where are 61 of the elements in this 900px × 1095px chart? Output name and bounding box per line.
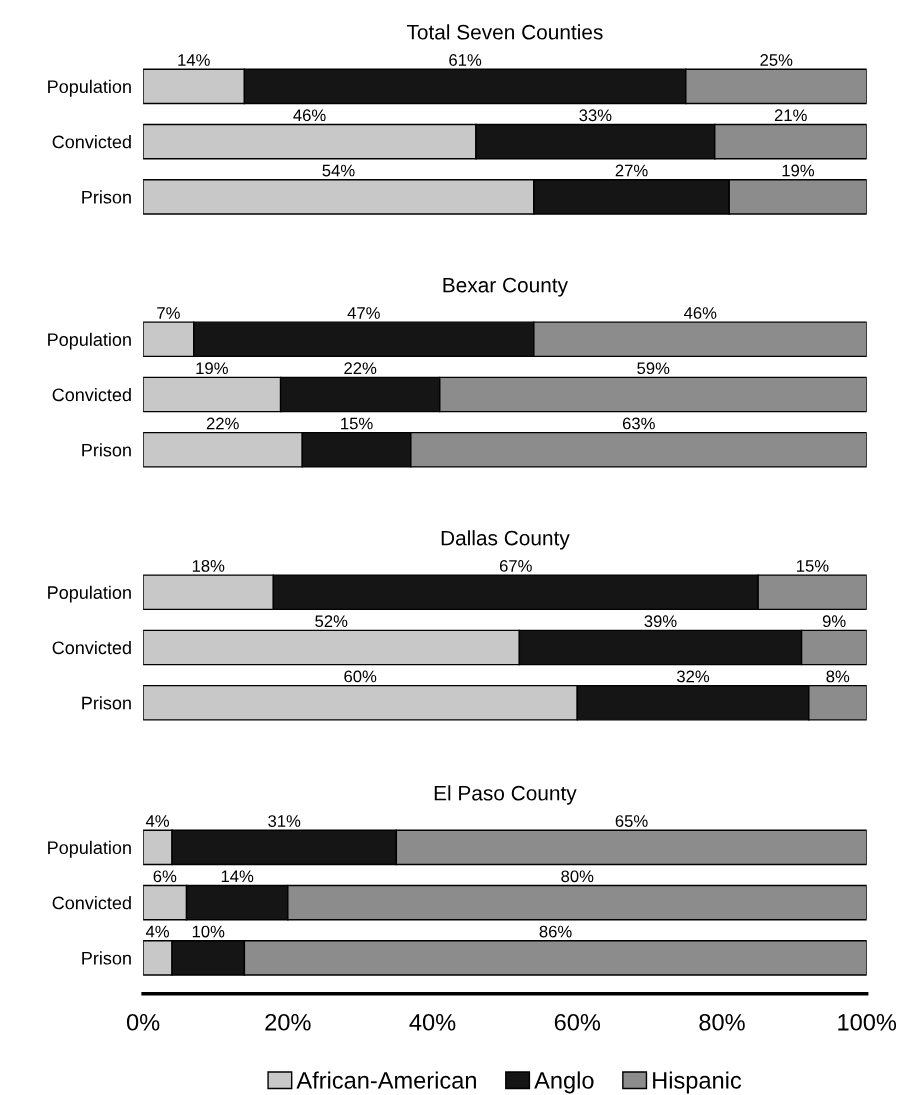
data-label: 59% <box>637 362 670 375</box>
y-tick-label: Population <box>48 585 131 603</box>
data-label: 21% <box>774 109 807 122</box>
data-label: 61% <box>449 54 482 66</box>
data-label: 19% <box>196 362 228 375</box>
data-label: 15% <box>797 560 829 572</box>
data-label: 31% <box>268 815 301 827</box>
legend-label: African-American <box>296 1071 476 1089</box>
data-label: 46% <box>293 109 326 122</box>
y-tick-label: Convicted <box>52 387 131 402</box>
data-label: 67% <box>499 560 532 572</box>
x-tick-label: 100% <box>838 1013 897 1031</box>
data-label: 54% <box>322 164 355 177</box>
data-label: 15% <box>341 417 373 430</box>
chart-title: Bexar County <box>443 277 568 297</box>
y-tick-label: Prison <box>82 443 131 457</box>
data-label: 4% <box>145 815 170 827</box>
chart-title: Total Seven Counties <box>406 24 603 40</box>
chart-title: Dallas County <box>441 530 570 550</box>
data-label: 27% <box>615 164 648 177</box>
data-label: 80% <box>561 870 594 883</box>
legend-label: Anglo <box>534 1071 594 1094</box>
data-label: 19% <box>782 164 815 177</box>
data-label: 86% <box>539 925 572 938</box>
data-label: 32% <box>676 670 710 683</box>
x-tick-label: 60% <box>554 1013 601 1031</box>
data-label: 10% <box>192 925 225 938</box>
x-tick-label: 20% <box>265 1013 311 1031</box>
y-tick-label: Convicted <box>52 896 131 910</box>
y-tick-label: Convicted <box>52 135 131 149</box>
y-tick-label: Population <box>48 840 131 858</box>
data-label: 39% <box>644 615 677 628</box>
data-label: 4% <box>145 925 170 938</box>
data-label: 9% <box>822 615 846 628</box>
y-tick-label: Convicted <box>52 640 131 655</box>
data-label: 46% <box>683 307 717 319</box>
x-tick-label: 0% <box>126 1013 160 1031</box>
data-label: 22% <box>206 417 239 430</box>
data-label: 18% <box>192 560 225 572</box>
chart-title: El Paso County <box>434 785 577 805</box>
y-tick-label: Population <box>48 79 131 97</box>
data-label: 60% <box>344 670 377 683</box>
data-label: 52% <box>315 615 348 628</box>
data-label: 22% <box>344 362 377 375</box>
data-label: 6% <box>153 870 177 883</box>
data-label: 7% <box>157 307 180 319</box>
data-label: 47% <box>347 307 380 319</box>
legend-label: Hispanic <box>653 1071 742 1094</box>
x-tick-label: 40% <box>409 1013 456 1031</box>
data-label: 14% <box>221 870 254 883</box>
data-label: 63% <box>622 417 655 430</box>
data-label: 14% <box>178 54 210 66</box>
data-label: 8% <box>826 670 850 683</box>
data-label: 65% <box>615 815 648 827</box>
y-tick-label: Prison <box>82 190 131 204</box>
y-tick-label: Prison <box>82 696 131 710</box>
y-tick-label: Population <box>48 332 131 350</box>
data-label: 25% <box>760 54 793 66</box>
data-label: 33% <box>579 109 612 122</box>
y-tick-label: Prison <box>82 951 131 965</box>
x-tick-label: 80% <box>699 1013 745 1031</box>
